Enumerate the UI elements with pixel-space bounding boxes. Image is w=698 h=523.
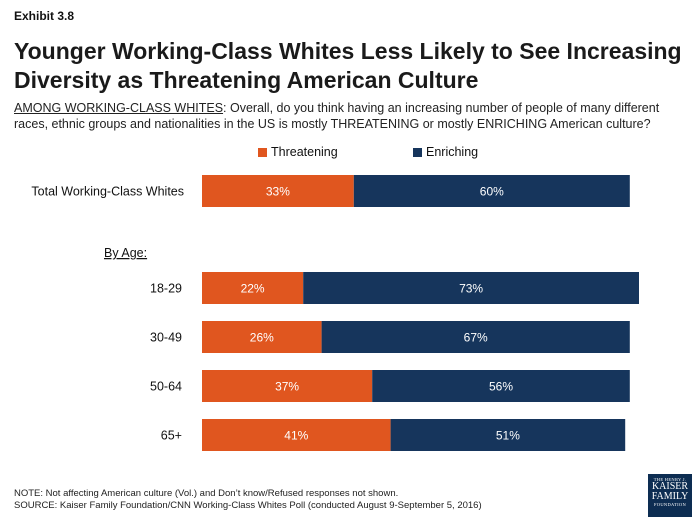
bar-enriching-3 [372, 370, 630, 402]
category-label-4: 65+ [161, 429, 182, 443]
bar-enriching-0 [353, 175, 630, 207]
data-label-threatening-0: 33% [266, 185, 290, 199]
bar-threatening-3 [202, 370, 373, 402]
bar-threatening-1 [202, 272, 304, 304]
bar-enriching-2 [321, 321, 630, 353]
category-label-0: Total Working-Class Whites [31, 185, 184, 199]
legend-item-enriching: Enriching [413, 145, 478, 159]
category-label-1: 18-29 [150, 282, 182, 296]
footnotes: NOTE: Not affecting American culture (Vo… [14, 488, 482, 512]
data-label-threatening-2: 26% [250, 331, 274, 345]
legend-swatch-threatening [258, 147, 267, 157]
legend-swatch-enriching [413, 147, 422, 157]
legend-item-threatening: Threatening [258, 145, 338, 159]
data-label-enriching-1: 73% [459, 282, 483, 296]
subtitle-lead: AMONG WORKING-CLASS WHITES [14, 101, 224, 115]
footnote-source: SOURCE: Kaiser Family Foundation/CNN Wor… [14, 500, 482, 511]
bar-enriching-1 [303, 272, 639, 304]
group-label-by-age: By Age: [104, 246, 147, 260]
bar-threatening-2 [202, 321, 322, 353]
chart-title: Younger Working-Class Whites Less Likely… [14, 38, 682, 93]
category-label-2: 30-49 [150, 331, 182, 345]
data-label-enriching-0: 60% [480, 185, 504, 199]
category-label-3: 50-64 [150, 380, 182, 394]
subtitle-question: : Overall, do you think having an increa… [14, 101, 660, 131]
chart-subtitle: AMONG WORKING-CLASS WHITES: Overall, do … [14, 100, 689, 132]
data-label-enriching-2: 67% [464, 331, 488, 345]
data-label-threatening-4: 41% [284, 429, 308, 443]
kff-logo: THE HENRY J. KAISER FAMILY FOUNDATION [648, 474, 692, 517]
bar-enriching-4 [390, 419, 626, 451]
legend-label-threatening: Threatening [271, 145, 338, 159]
data-label-threatening-3: 37% [275, 380, 299, 394]
bar-threatening-4 [202, 419, 391, 451]
legend-label-enriching: Enriching [426, 145, 479, 159]
exhibit-label: Exhibit 3.8 [14, 9, 75, 23]
data-label-threatening-1: 22% [241, 282, 265, 296]
data-label-enriching-4: 51% [496, 429, 520, 443]
bar-threatening-0 [202, 175, 354, 207]
footnote-note: NOTE: Not affecting American culture (Vo… [14, 488, 399, 499]
data-label-enriching-3: 56% [489, 380, 513, 394]
